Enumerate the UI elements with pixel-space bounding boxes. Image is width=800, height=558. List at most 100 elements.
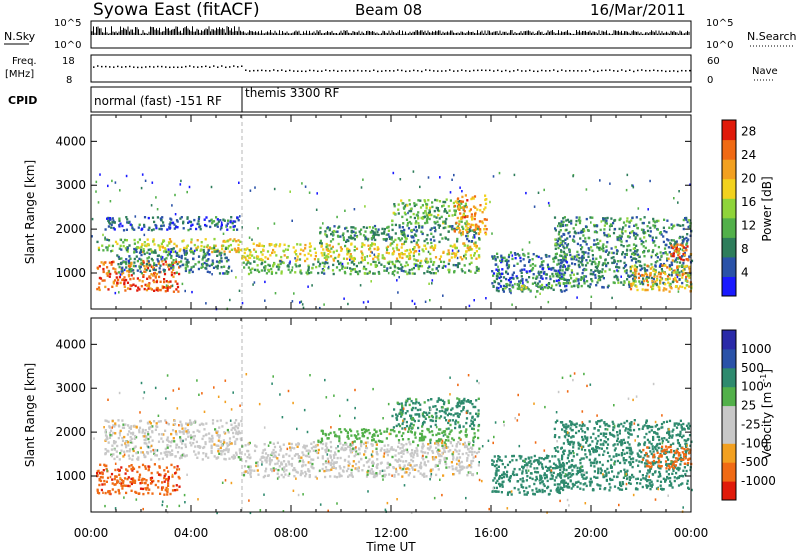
range-cell: [169, 238, 171, 240]
range-cell: [167, 485, 169, 487]
range-cell: [259, 243, 261, 245]
range-cell: [466, 238, 468, 240]
range-cell: [134, 239, 136, 241]
range-cell: [165, 263, 167, 265]
range-cell: [412, 272, 414, 274]
range-cell: [555, 248, 557, 250]
range-cell: [364, 259, 366, 261]
range-cell: [676, 261, 678, 263]
range-cell: [151, 430, 153, 432]
range-cell: [190, 248, 192, 250]
range-cell: [102, 268, 104, 270]
freq-point: [149, 66, 151, 68]
range-cell: [652, 218, 654, 220]
range-cell: [138, 466, 140, 468]
range-cell: [288, 455, 290, 457]
range-cell: [441, 237, 443, 239]
range-cell: [682, 236, 684, 238]
range-cell: [534, 265, 536, 267]
range-cell: [104, 237, 106, 239]
range-cell: [593, 243, 595, 245]
range-cell: [146, 269, 148, 271]
range-cell: [114, 432, 116, 434]
range-cell: [636, 249, 638, 251]
range-cell: [377, 246, 379, 248]
range-cell: [510, 281, 512, 283]
range-cell: [428, 176, 430, 178]
range-cell: [635, 280, 637, 282]
range-cell: [224, 241, 226, 243]
range-cell: [448, 259, 450, 261]
range-cell: [497, 275, 499, 277]
range-cell: [314, 258, 316, 260]
range-cell: [493, 286, 495, 288]
range-cell: [237, 432, 239, 434]
range-cell: [586, 218, 588, 220]
range-cell: [454, 230, 456, 232]
range-cell: [511, 304, 513, 306]
freq-point: [161, 66, 163, 68]
range-cell: [414, 469, 416, 471]
range-cell: [464, 271, 466, 273]
range-cell: [679, 278, 681, 280]
range-cell: [155, 429, 157, 431]
range-cell: [651, 288, 653, 290]
range-cell: [164, 247, 166, 249]
range-cell: [475, 241, 477, 243]
range-cell: [582, 240, 584, 242]
range-cell: [360, 284, 362, 286]
range-cell: [170, 218, 172, 220]
range-cell: [587, 229, 589, 231]
freq-point: [285, 71, 287, 73]
range-cell: [457, 208, 459, 210]
range-cell: [555, 284, 557, 286]
range-cell: [288, 443, 290, 445]
range-cell: [127, 485, 129, 487]
range-cell: [423, 245, 425, 247]
range-cell: [626, 272, 628, 274]
range-cell: [214, 428, 216, 430]
range-cell: [116, 445, 118, 447]
range-cell: [493, 175, 495, 177]
range-cell: [315, 266, 317, 268]
freq-point: [333, 70, 335, 72]
range-cell: [677, 224, 679, 226]
range-cell: [288, 245, 290, 247]
range-cell: [634, 264, 636, 266]
range-cell: [229, 251, 231, 253]
range-cell: [653, 240, 655, 242]
range-cell: [415, 220, 417, 222]
range-cell: [554, 257, 556, 259]
range-cell: [308, 266, 310, 268]
range-cell: [392, 229, 394, 231]
range-cell: [150, 458, 152, 460]
range-cell: [172, 222, 174, 224]
range-cell: [293, 292, 295, 294]
colorbar-tick-label: 8: [741, 242, 749, 256]
range-cell: [133, 251, 135, 253]
range-cell: [576, 251, 578, 253]
range-cell: [245, 470, 247, 472]
range-cell: [123, 261, 125, 263]
range-cell: [274, 251, 276, 253]
range-cell: [162, 440, 164, 442]
range-cell: [149, 436, 151, 438]
range-cell: [147, 484, 149, 486]
range-cell: [587, 252, 589, 254]
range-cell: [524, 264, 526, 266]
range-cell: [184, 257, 186, 259]
range-cell: [192, 442, 194, 444]
range-cell: [323, 265, 325, 267]
range-cell: [240, 438, 242, 440]
range-cell: [629, 285, 631, 287]
range-cell: [321, 447, 323, 449]
range-cell: [512, 286, 514, 288]
range-cell: [174, 472, 176, 474]
range-cell: [134, 258, 136, 260]
range-cell: [410, 251, 412, 253]
range-cell: [119, 266, 121, 268]
range-cell: [369, 255, 371, 257]
range-cell: [679, 244, 681, 246]
range-cell: [173, 259, 175, 261]
range-cell: [167, 447, 169, 449]
